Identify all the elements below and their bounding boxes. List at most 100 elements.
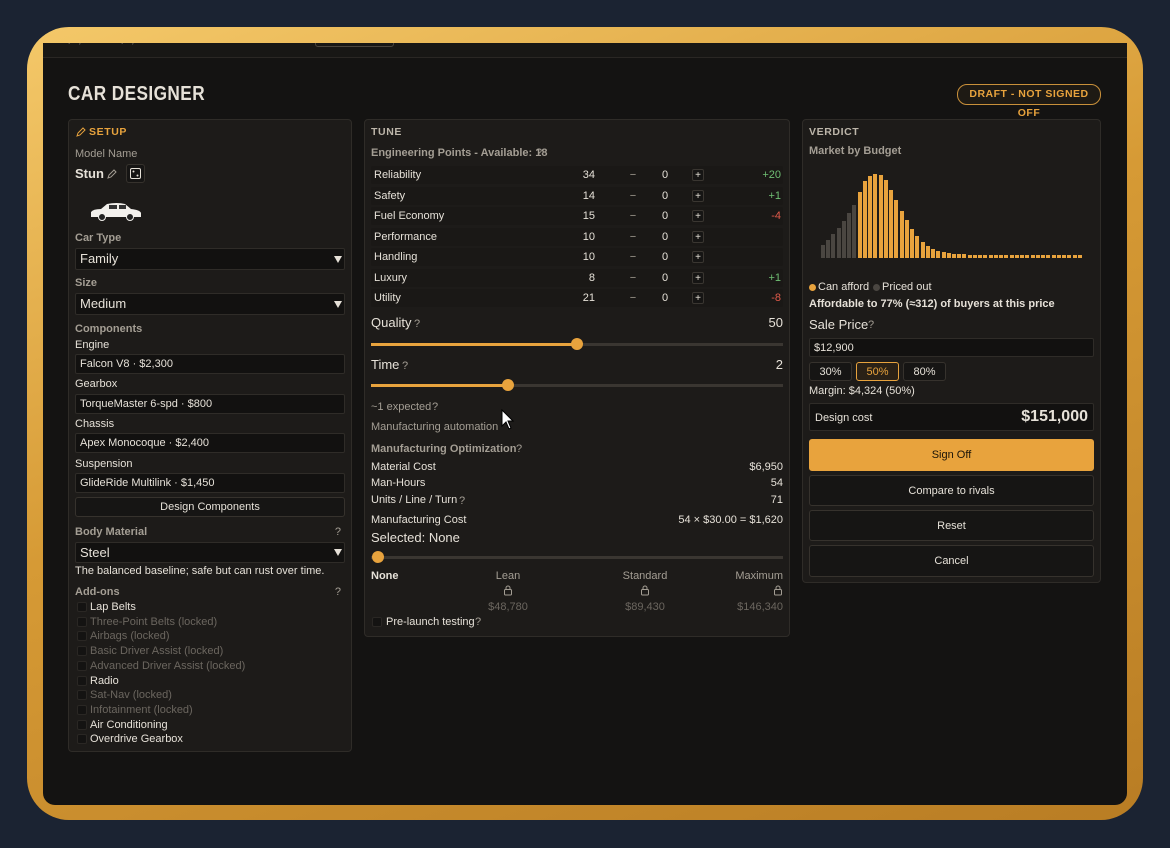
histogram-bar [862, 181, 867, 258]
markup-button[interactable]: 80% [903, 362, 946, 381]
slider-track[interactable] [371, 556, 783, 559]
histogram-bar [868, 176, 873, 258]
component-input[interactable]: TorqueMaster 6-spd · $800 [75, 394, 345, 414]
minus-button[interactable]: − [629, 231, 637, 243]
histogram-bar [920, 242, 925, 258]
minus-button[interactable]: − [629, 210, 637, 222]
stat-base: 8 [588, 272, 595, 284]
design-cost-label: Design cost [815, 412, 873, 424]
pencil-icon [76, 127, 86, 137]
histogram-bar [1035, 255, 1040, 258]
body-material-select[interactable]: Steel [75, 542, 345, 563]
stat-name: Reliability [374, 169, 422, 181]
minus-button[interactable]: − [629, 272, 637, 284]
minus-button[interactable]: − [629, 251, 637, 263]
plus-button[interactable]: + [692, 231, 704, 243]
stat-delta: +1 [768, 272, 781, 284]
addon-checkbox[interactable] [77, 602, 87, 612]
slider-knob[interactable] [571, 338, 583, 350]
level-name: Standard [622, 570, 668, 582]
histogram-bar [857, 192, 862, 258]
addon-checkbox[interactable] [77, 719, 87, 730]
histogram-bar [1041, 255, 1046, 258]
section-title: TUNE [371, 126, 402, 138]
histogram-bar [941, 252, 946, 258]
stat-row [371, 269, 783, 287]
affordability-text: Affordable to 77% (≈312) of buyers at th… [809, 298, 1055, 310]
addon-checkbox[interactable] [77, 734, 87, 745]
histogram-bar [852, 205, 857, 258]
action-button[interactable]: Sign Off [809, 439, 1094, 471]
action-button[interactable]: Compare to rivals [809, 475, 1094, 506]
stat-base: 10 [582, 251, 595, 263]
design-components-button[interactable]: Design Components [75, 497, 345, 517]
histogram-bar [894, 200, 899, 258]
car-icon-svg [91, 203, 141, 221]
addon-checkbox[interactable] [77, 675, 87, 686]
addon-label: Overdrive Gearbox [90, 733, 183, 746]
histogram-bar [826, 240, 831, 258]
level-price: $146,340 [737, 601, 783, 613]
top-strip-button[interactable] [315, 43, 394, 47]
pencil-icon-svg [107, 169, 117, 179]
histogram-bar [972, 255, 977, 258]
plus-button[interactable]: + [692, 210, 704, 222]
plus-button[interactable]: + [692, 292, 704, 304]
histogram-bar [993, 255, 998, 258]
component-input[interactable]: GlideRide Multilink · $1,450 [75, 473, 345, 493]
markup-button[interactable]: 50% [856, 362, 899, 381]
cursor [501, 409, 515, 430]
action-button[interactable]: Reset [809, 510, 1094, 541]
slider-knob[interactable] [502, 379, 515, 391]
stat-row [371, 248, 783, 266]
expected-label: ~1 expected [371, 401, 432, 413]
minus-button[interactable]: − [629, 190, 637, 202]
histogram-bar [1025, 255, 1030, 258]
plus-button[interactable]: + [692, 272, 704, 284]
slider-track[interactable] [371, 383, 783, 387]
top-strip-text: 1/8 [280, 43, 295, 46]
plus-button[interactable]: + [692, 169, 704, 181]
level-price: $48,780 [488, 601, 528, 613]
histogram-bar [1056, 255, 1061, 258]
prelaunch-checkbox[interactable] [372, 617, 382, 627]
histogram-bar [957, 254, 962, 258]
component-input[interactable]: Apex Monocoque · $2,400 [75, 433, 345, 453]
top-strip-text: $1,000K [66, 43, 107, 46]
sale-price-input[interactable]: $12,900 [809, 338, 1094, 357]
stat-base: 15 [582, 210, 595, 222]
cost-label: Man-Hours [371, 477, 426, 489]
body-material-note: The balanced baseline; safe but can rust… [75, 565, 325, 577]
component-label: Engine [75, 339, 110, 351]
histogram-bar [999, 255, 1004, 258]
addon-label: Radio [90, 674, 119, 687]
stat-delta: +20 [762, 169, 781, 181]
size-select[interactable]: Medium [75, 293, 345, 315]
car-type-select[interactable]: Family [75, 248, 345, 270]
field-label: Model Name [75, 148, 138, 160]
plus-button[interactable]: + [692, 190, 704, 202]
stat-adjust: 0 [661, 231, 669, 243]
histogram-bar [1062, 255, 1067, 258]
markup-button[interactable]: 30% [809, 362, 852, 381]
legend-swatch [873, 284, 880, 291]
help-icon: ? [868, 319, 875, 331]
slider-value: 50 [768, 315, 783, 330]
slider-fill [371, 342, 577, 346]
histogram-bar [841, 221, 846, 258]
minus-button[interactable]: − [629, 292, 637, 304]
stat-adjust: 0 [661, 210, 669, 222]
dropdown-arrow [334, 549, 342, 556]
randomize-button[interactable] [126, 164, 145, 183]
slider-knob[interactable] [372, 551, 384, 563]
histogram-bar [915, 236, 920, 258]
component-input[interactable]: Falcon V8 · $2,300 [75, 354, 345, 374]
plus-button[interactable]: + [692, 251, 704, 263]
action-button[interactable]: Cancel [809, 545, 1094, 577]
minus-button[interactable]: − [629, 169, 637, 181]
help-icon: ? [475, 616, 482, 628]
stat-adjust: 0 [661, 169, 669, 181]
histogram-bar [962, 254, 967, 258]
